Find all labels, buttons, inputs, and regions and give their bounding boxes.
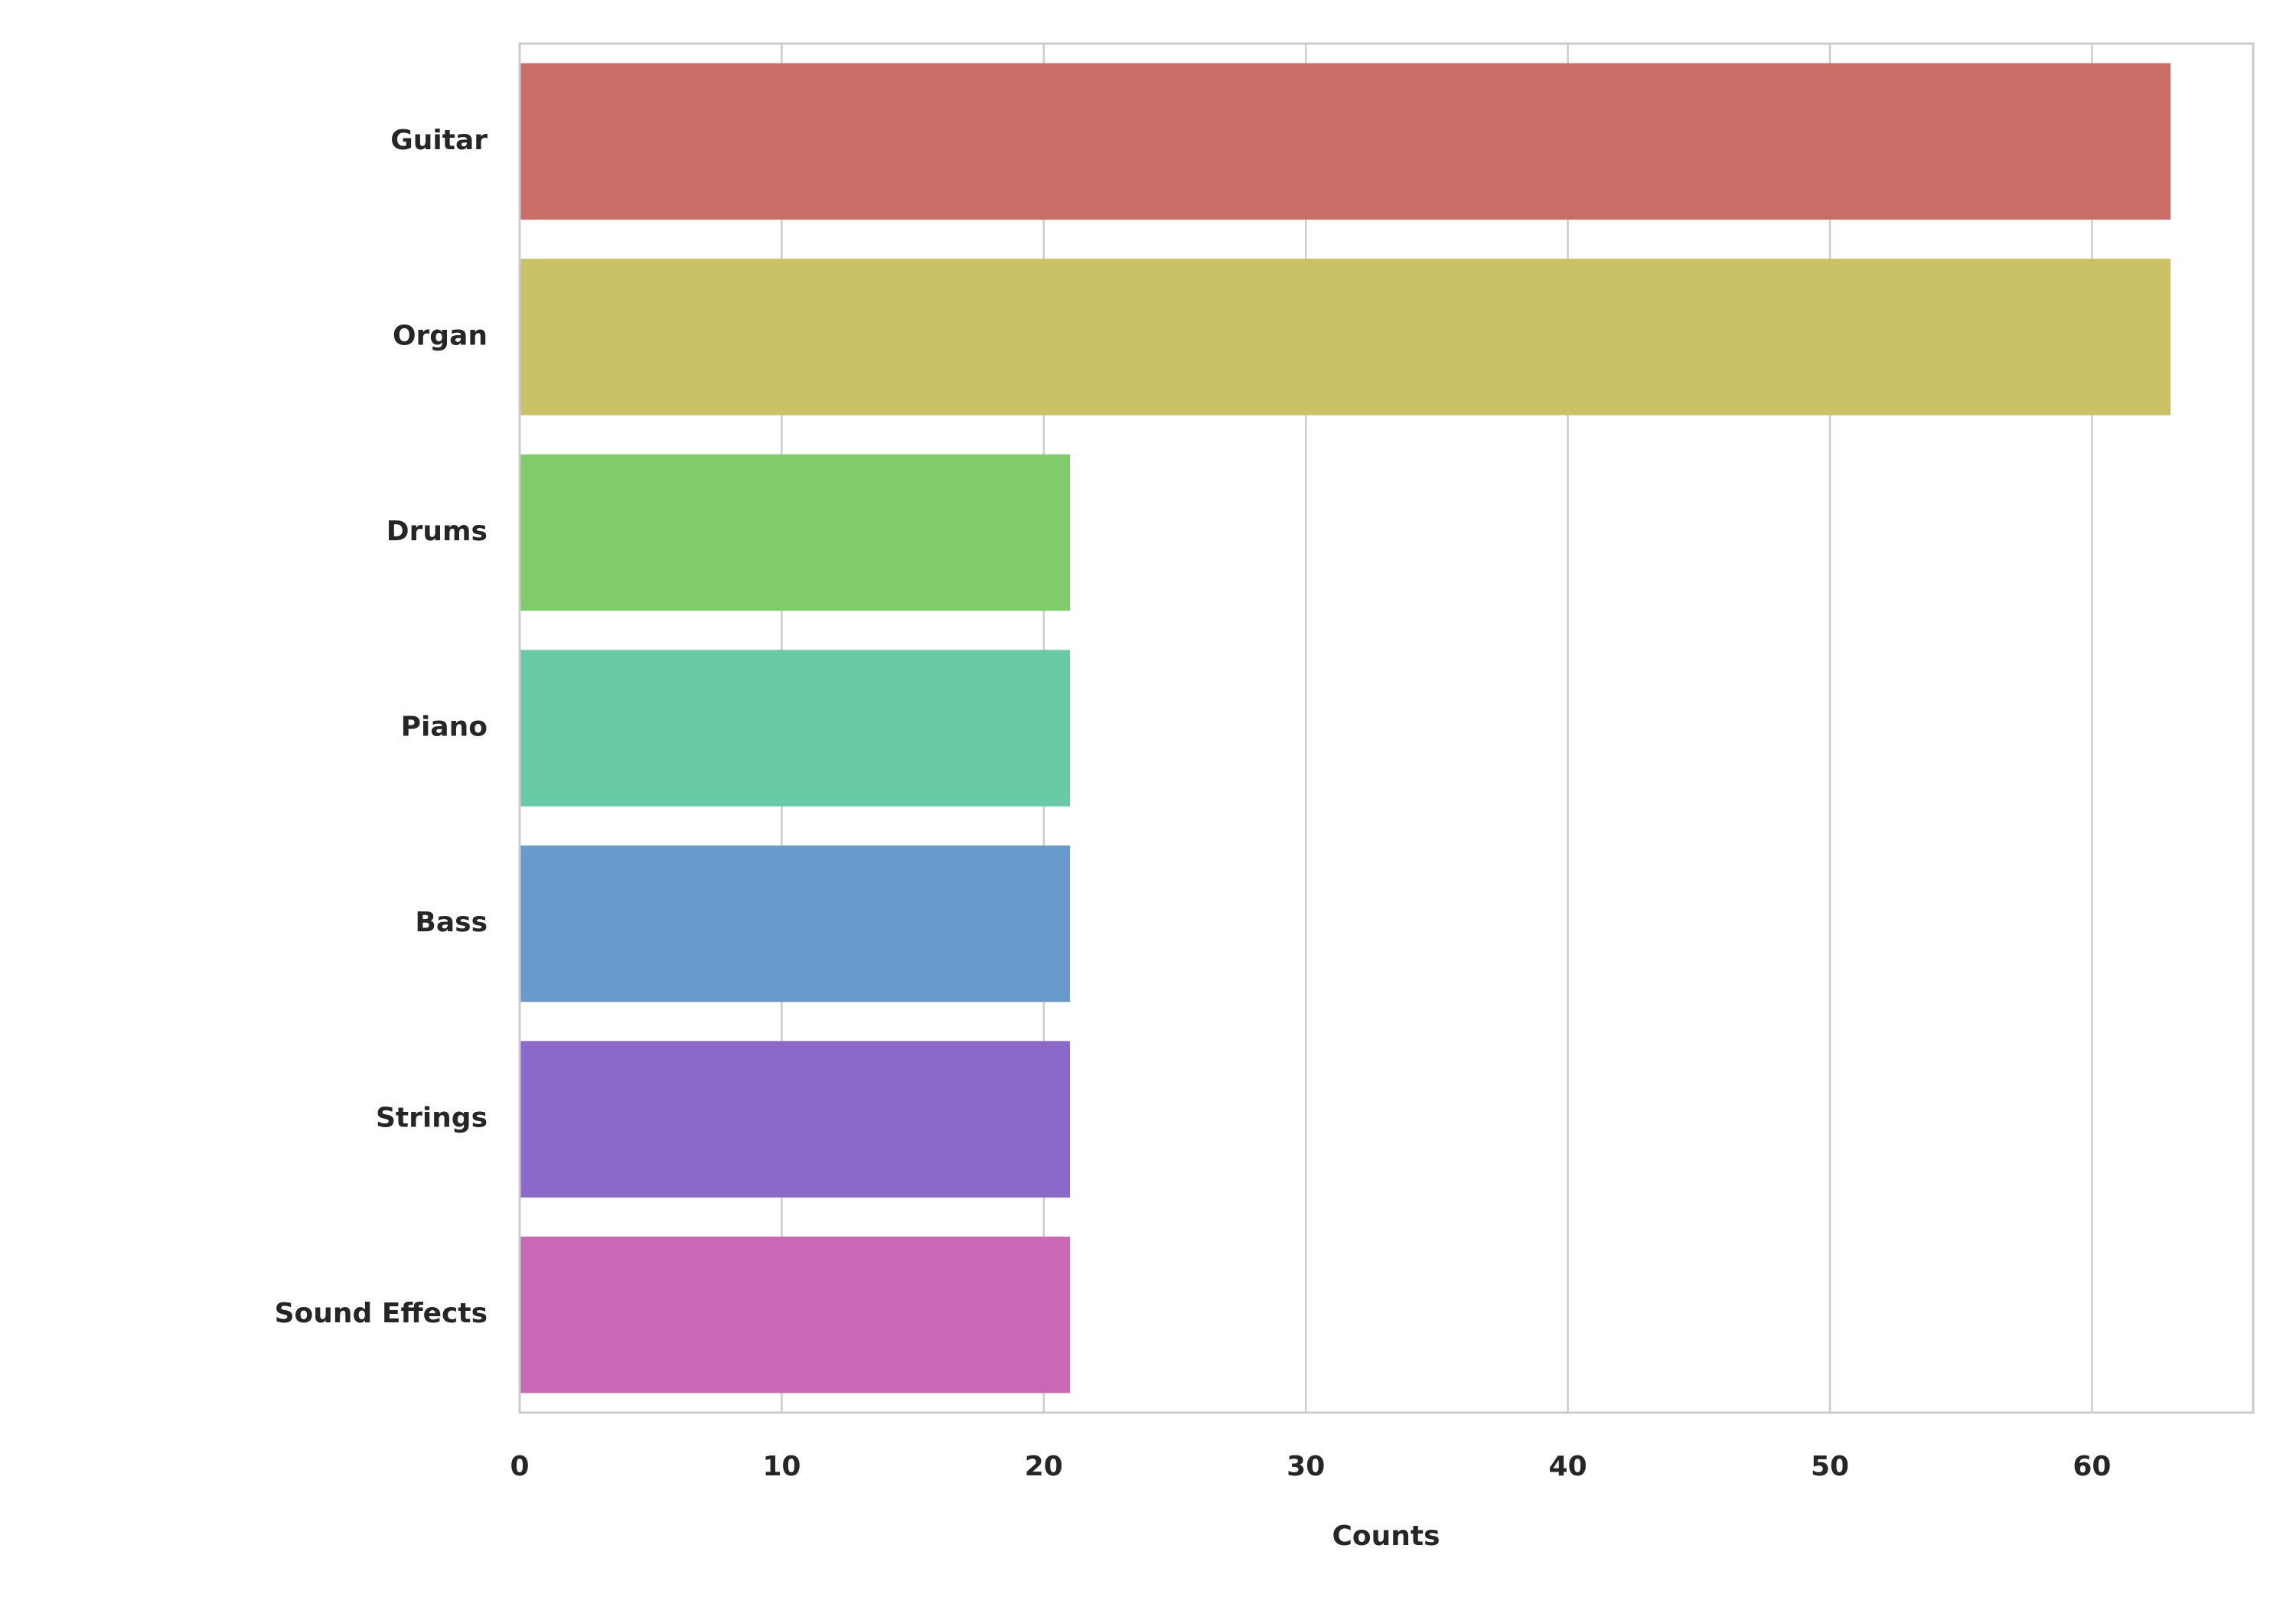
bar [520,650,1071,807]
bar [520,845,1071,1002]
bar [520,63,2171,220]
x-tick-label: 30 [1287,1451,1325,1482]
x-tick-label: 20 [1025,1451,1063,1482]
y-tick-label: Guitar [390,125,488,156]
x-tick-label: 40 [1549,1451,1587,1482]
bar [520,1236,1071,1393]
y-tick-label: Bass [415,907,488,938]
x-tick-label: 10 [762,1451,801,1482]
y-tick-label: Drums [386,516,488,547]
y-tick-label: Sound Effects [275,1298,488,1329]
x-axis-label: Counts [1332,1521,1440,1552]
axes-frame [518,42,2255,1414]
y-tick-label: Strings [376,1103,488,1134]
y-tick-label: Organ [393,320,488,351]
bar [520,259,2171,416]
x-tick-label: 60 [2073,1451,2111,1482]
bar [520,454,1071,611]
y-tick-label: Piano [401,712,488,743]
x-tick-label: 50 [1811,1451,1849,1482]
x-tick-label: 0 [510,1451,529,1482]
bar [520,1041,1071,1198]
